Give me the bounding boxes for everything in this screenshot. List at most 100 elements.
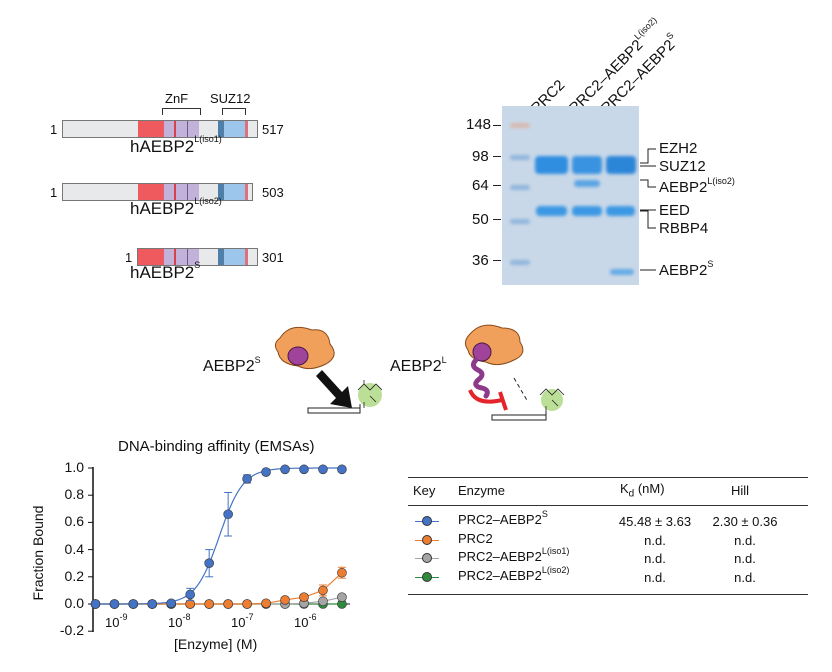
band-ezh2-suz12: [572, 156, 602, 174]
chart-title: DNA-binding affinity (EMSAs): [118, 438, 315, 455]
protein-domain: [164, 249, 199, 265]
hill-value: 2.30 ± 0.36: [712, 514, 778, 529]
enzyme-name: PRC2: [458, 530, 493, 546]
gel-image: [502, 106, 639, 285]
legend-key-icon: [415, 571, 439, 582]
data-point: [337, 464, 347, 475]
band-leader-lines: [640, 148, 656, 271]
construct-name: hAEBP2S: [130, 260, 201, 282]
protein-domain: [137, 184, 164, 200]
band-label: EED: [659, 202, 690, 219]
binding-arrow-icon: [316, 370, 352, 408]
table-rule: [408, 505, 808, 506]
protein-domain: [187, 249, 189, 265]
suz12-bracket: [222, 108, 246, 115]
band-label: AEBP2L(iso2): [659, 176, 735, 196]
construct-bar-iso2: [62, 183, 253, 201]
band-ezh2-suz12: [535, 156, 568, 174]
prc2-complex-icon: [274, 326, 335, 370]
x-tick-label: 10-8: [168, 612, 191, 630]
data-point: [242, 599, 252, 609]
x-tick-label: 10-9: [105, 612, 128, 630]
data-point: [223, 599, 233, 609]
protein-domain: [223, 184, 246, 200]
column-header-key: Key: [413, 483, 436, 498]
data-point: [147, 599, 158, 609]
protein-domain: [173, 184, 177, 200]
protein-domain: [198, 184, 219, 200]
data-point: [90, 599, 101, 609]
data-point: [337, 592, 347, 603]
construct-end: 301: [262, 250, 284, 265]
enzyme-name: PRC2–AEBP2L(iso2): [458, 564, 570, 583]
protein-domain: [173, 121, 177, 137]
model-label-short: AEBP2S: [203, 355, 261, 375]
band-ezh2-suz12: [606, 156, 636, 174]
data-point: [185, 589, 195, 600]
construct-end: 503: [262, 185, 284, 200]
marker-tick: [493, 185, 501, 186]
band-eed-rbbp4: [572, 206, 602, 216]
y-tick-label: 0.0: [64, 595, 84, 611]
data-point: [166, 598, 177, 609]
protein-domain: [173, 249, 177, 265]
protein-domain: [224, 121, 246, 137]
data-point: [318, 585, 328, 596]
construct-start: 1: [50, 185, 58, 200]
kd-value: n.d.: [644, 532, 666, 548]
protein-domain: [187, 184, 189, 200]
dna-probe-icon: [307, 380, 383, 414]
suz12-label: SUZ12: [210, 91, 251, 106]
kd-value: n.d.: [644, 569, 666, 585]
construct-name: hAEBP2L(iso2): [130, 196, 222, 218]
construct-start: 1: [50, 122, 58, 137]
hill-value: n.d.: [734, 569, 756, 585]
band-aebp2-s: [610, 269, 634, 275]
prc2-complex-icon: [464, 324, 524, 399]
column-header-hill: Hill: [731, 483, 750, 498]
marker-label: 50: [472, 211, 489, 228]
legend-key-icon: [415, 516, 439, 526]
protein-domain: [245, 249, 249, 265]
marker-label: 64: [472, 177, 489, 194]
marker-label: 148: [466, 116, 492, 133]
legend-key-icon: [415, 534, 439, 545]
table-rule: [408, 477, 808, 478]
data-point: [204, 558, 214, 569]
protein-domain: [163, 121, 199, 137]
data-point: [261, 598, 271, 609]
band-eed-rbbp4: [536, 206, 567, 216]
kd-value: n.d.: [644, 551, 666, 566]
construct-bar-short: [137, 248, 258, 266]
y-tick-label: 0.6: [64, 513, 84, 530]
band-eed-rbbp4: [606, 206, 635, 216]
protein-domain: [245, 121, 249, 137]
band-label: SUZ12: [659, 158, 706, 175]
data-point: [299, 464, 309, 475]
hill-value: n.d.: [734, 551, 756, 566]
marker-tick: [493, 219, 501, 220]
data-point: [223, 509, 233, 520]
data-point: [280, 464, 290, 475]
marker-band: [510, 260, 530, 265]
enzyme-name: PRC2–AEBP2L(iso1): [458, 546, 570, 564]
model-illustration: [274, 324, 565, 421]
data-point: [242, 474, 252, 484]
data-point: [128, 599, 139, 609]
protein-domain: [138, 249, 165, 265]
table-rule: [408, 594, 808, 595]
marker-band: [510, 155, 530, 160]
construct-bar-iso1: [62, 120, 258, 138]
protein-domain: [163, 184, 199, 200]
column-header-kd: Kd (nM): [620, 481, 665, 500]
fit-curve: [96, 467, 345, 605]
y-tick-label: 0.2: [64, 567, 84, 584]
data-point: [204, 599, 214, 609]
marker-band: [510, 185, 530, 190]
data-point: [337, 567, 347, 578]
x-tick-label: 10-6: [294, 612, 317, 630]
protein-domain: [218, 121, 224, 137]
data-point: [299, 592, 309, 603]
data-point: [318, 596, 328, 607]
